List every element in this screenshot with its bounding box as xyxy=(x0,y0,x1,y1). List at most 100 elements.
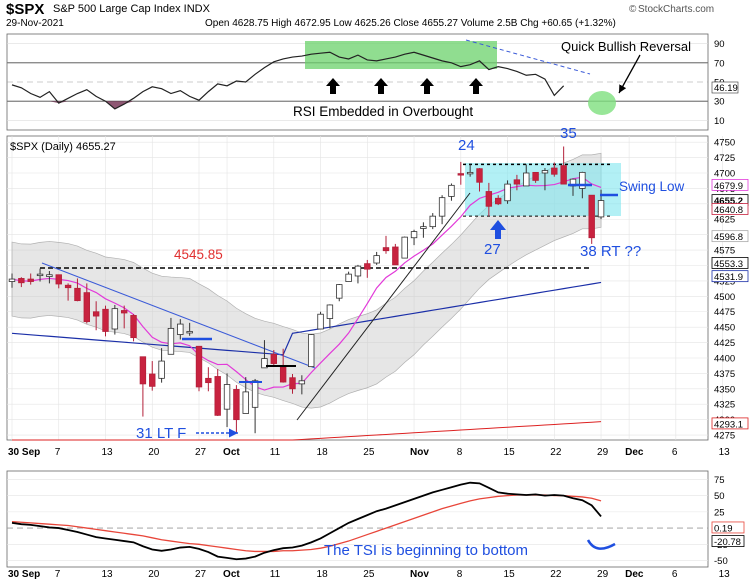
candle xyxy=(251,378,259,434)
rsi-tick-label: 70 xyxy=(714,58,725,69)
rsi-line xyxy=(11,51,565,110)
reversal-arrow xyxy=(618,54,641,94)
candle xyxy=(111,304,119,335)
candle-body xyxy=(205,377,212,384)
price-tick-label: 4325 xyxy=(714,400,735,411)
candle xyxy=(485,182,493,217)
candle xyxy=(410,229,418,246)
x-tick-label: 18 xyxy=(317,569,329,579)
candle xyxy=(205,367,212,392)
candle xyxy=(233,385,240,433)
candle-body xyxy=(457,173,464,176)
candle xyxy=(214,369,221,416)
candle-body xyxy=(261,358,268,369)
candle xyxy=(223,373,231,428)
index-name: S&P 500 Large Cap Index INDX xyxy=(53,3,210,15)
price-panel: 4545.85 24 35 27 38 RT ?? 31 LT F Swing … xyxy=(6,125,749,442)
candle-body xyxy=(354,265,362,277)
candle xyxy=(74,278,81,302)
candle-body xyxy=(597,200,605,218)
candle xyxy=(186,322,193,336)
candle-body xyxy=(298,380,306,385)
candle-body xyxy=(345,273,352,282)
price-value-label: 4293.1 xyxy=(714,419,743,430)
price-tick-label: 4725 xyxy=(714,153,735,164)
candle xyxy=(373,251,380,265)
candle-body xyxy=(485,191,493,207)
candle-body xyxy=(158,360,165,379)
candle xyxy=(523,164,530,187)
candle xyxy=(466,164,474,177)
rsi-tick-label: 10 xyxy=(714,116,725,127)
candle-body xyxy=(420,226,427,229)
price-tick-label: 4425 xyxy=(714,338,735,349)
candle-body xyxy=(186,331,193,334)
candle xyxy=(457,161,464,185)
candle xyxy=(541,168,549,191)
candle xyxy=(195,345,203,392)
candle xyxy=(476,168,483,192)
candle xyxy=(345,271,352,282)
x-tick-label: 13 xyxy=(102,447,114,458)
candle xyxy=(102,305,109,337)
candle-body xyxy=(513,179,521,185)
price-value-box xyxy=(711,178,749,191)
price-value-label: 4640.8 xyxy=(714,205,743,216)
up-arrow-2 xyxy=(374,78,388,94)
candle xyxy=(364,259,371,278)
candle xyxy=(336,283,343,302)
candle-body xyxy=(466,171,474,175)
x-tick-label: 8 xyxy=(457,569,463,579)
candle-body xyxy=(364,263,371,270)
candle-body xyxy=(551,167,558,175)
x-tick-label: 7 xyxy=(55,447,61,458)
x-tick-label: Dec xyxy=(625,447,644,458)
tsi-tick-label: 75 xyxy=(714,475,725,486)
rsi-reversal-circle xyxy=(588,91,616,115)
price-value-label: 4596.8 xyxy=(714,232,743,243)
candle xyxy=(429,213,436,230)
candle-body xyxy=(149,373,156,387)
candle-body xyxy=(102,308,109,332)
candle-body xyxy=(195,345,203,388)
tsi-annotation: The TSI is beginning to bottom xyxy=(324,542,528,559)
candle-body xyxy=(64,284,72,289)
left-translation-label: 31 LT F xyxy=(136,425,186,442)
x-tick-label: 30 Sep xyxy=(8,447,40,458)
candle xyxy=(504,180,511,204)
rsi-value-label: 46.19 xyxy=(714,83,738,94)
x-tick-label: 20 xyxy=(148,569,160,579)
candle-body xyxy=(83,292,90,323)
quick-bullish-reversal-annotation: Quick Bullish Reversal xyxy=(561,39,691,54)
candle-body xyxy=(317,313,324,330)
candle-body xyxy=(18,278,25,284)
candle xyxy=(121,305,128,329)
x-tick-label: 11 xyxy=(270,447,281,458)
candle-body xyxy=(242,391,249,414)
price-x-axis: 30 Sep 7 13 20 27 Oct 11 18 25 Nov 8 15 22 29 Dec 6 13 xyxy=(8,447,730,458)
tsi-value-label: -20.78 xyxy=(714,537,741,548)
moving-average-10 xyxy=(11,176,602,391)
tsi-bottom-swoosh xyxy=(586,539,616,550)
price-value-label: 4655.2 xyxy=(714,196,743,207)
price-value-label: 4679.9 xyxy=(714,181,743,192)
up-arrow-3 xyxy=(420,78,434,94)
brand-label: StockCharts.com xyxy=(638,4,715,15)
candle-body xyxy=(401,236,408,259)
candle xyxy=(392,243,399,266)
candle-body xyxy=(560,165,567,185)
candle xyxy=(588,194,595,244)
candle-body xyxy=(121,310,128,314)
rsi-panel: RSI Embedded in Overbought Quick Bullish… xyxy=(6,33,739,131)
x-tick-label: Oct xyxy=(223,569,240,579)
candle xyxy=(289,374,296,394)
candle-body xyxy=(541,170,549,174)
day-count-27: 27 xyxy=(484,241,501,258)
candle xyxy=(401,236,408,259)
x-tick-label: Nov xyxy=(410,569,429,579)
price-tick-label: 4625 xyxy=(714,215,735,226)
x-tick-label: 15 xyxy=(504,447,516,458)
price-value-box xyxy=(711,257,749,269)
candle-body xyxy=(27,278,34,282)
